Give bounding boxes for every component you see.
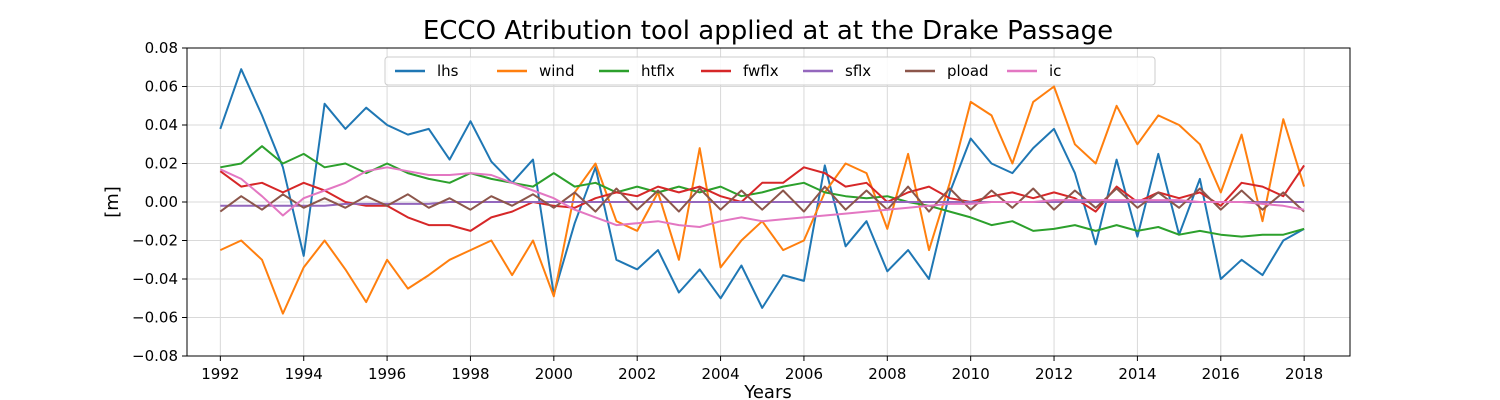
series-line-pload	[219, 185, 1305, 213]
y-tick-label: 0.00	[145, 193, 178, 211]
x-tick-label: 2006	[785, 365, 823, 383]
x-tick-label: 2004	[701, 365, 739, 383]
x-tick-label: 2008	[868, 365, 906, 383]
series-layer	[219, 68, 1306, 315]
series-line-ic	[219, 166, 1305, 228]
legend-label-pload: pload	[947, 62, 989, 80]
legend-label-sflx: sflx	[845, 62, 871, 80]
y-tick-label: 0.04	[145, 116, 178, 134]
x-tick-label: 1994	[285, 365, 323, 383]
tick-layer: 1992 1994 1996 1998 2000 2002 2004 2006 2008 2010…	[132, 39, 1323, 383]
x-tick-label: 2010	[952, 365, 990, 383]
x-axis-label: Years	[743, 382, 792, 400]
series-line-fwflx	[219, 164, 1305, 232]
legend-label-htflx: htflx	[641, 62, 675, 80]
legend-box	[384, 56, 1156, 86]
x-tick-label: 2018	[1285, 365, 1323, 383]
y-tick-label: 0.02	[145, 155, 178, 173]
legend-label-fwflx: fwflx	[743, 62, 779, 80]
x-tick-label: 1996	[368, 365, 406, 383]
x-tick-label: 2002	[618, 365, 656, 383]
y-tick-label: −0.08	[132, 347, 178, 365]
x-tick-label: 1998	[451, 365, 489, 383]
legend: lhs wind htflx fwflx sflx pload ic	[384, 56, 1156, 86]
x-tick-label: 1992	[201, 365, 239, 383]
y-axis-label: [m]	[102, 186, 123, 218]
y-tick-label: 0.08	[145, 39, 178, 57]
x-tick-label: 2016	[1202, 365, 1240, 383]
legend-label-ic: ic	[1049, 62, 1061, 80]
y-tick-label: −0.04	[132, 270, 178, 288]
x-tick-label: 2014	[1118, 365, 1156, 383]
x-tick-label: 2012	[1035, 365, 1073, 383]
y-tick-label: −0.06	[132, 309, 178, 327]
y-tick-label: −0.02	[132, 232, 178, 250]
x-tick-label: 2000	[535, 365, 573, 383]
chart-title: ECCO Atribution tool applied at at the D…	[423, 16, 1113, 46]
legend-label-wind: wind	[539, 62, 574, 80]
y-tick-label: 0.06	[145, 78, 178, 96]
series-line-sflx	[220, 201, 1305, 207]
legend-label-lhs: lhs	[437, 62, 459, 80]
series-line-lhs	[219, 68, 1305, 309]
